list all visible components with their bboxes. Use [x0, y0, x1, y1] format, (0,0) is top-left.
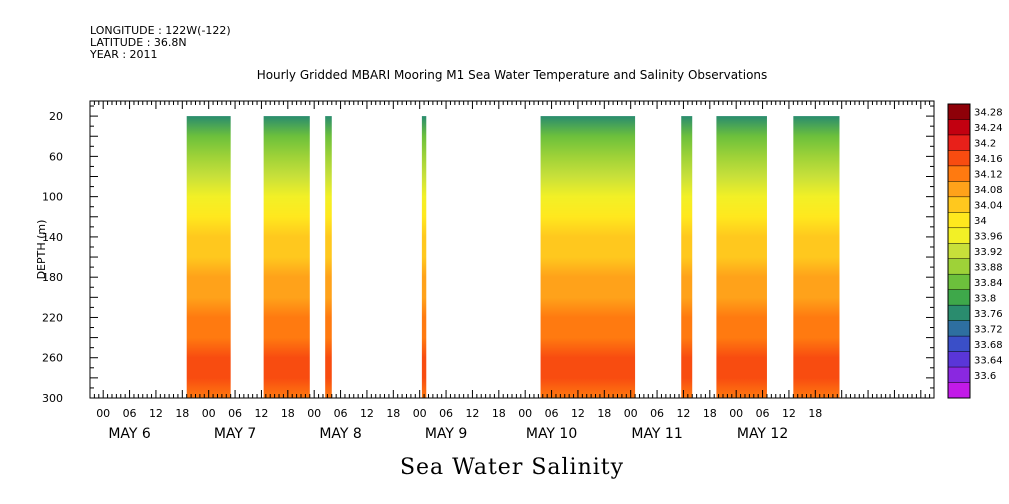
x-tick-label: 12	[782, 407, 796, 420]
colorbar-label: 33.68	[974, 340, 1003, 351]
colorbar-label: 34.12	[974, 170, 1003, 181]
x-tick-label: 18	[175, 407, 189, 420]
colorbar-swatch	[948, 382, 970, 399]
colorbar-swatch	[948, 227, 970, 244]
colorbar-frame	[947, 103, 971, 399]
y-axis-title: DEPTH (m)	[35, 220, 48, 280]
colorbar-label: 33.96	[974, 232, 1003, 243]
colorbar-swatch	[948, 119, 970, 136]
colorbar-swatch	[948, 165, 970, 182]
y-tick-label: 180	[42, 271, 63, 284]
colorbar-swatch	[948, 104, 970, 120]
x-tick-label: 06	[756, 407, 770, 420]
data-block-7	[716, 116, 767, 399]
colorbar-label: 33.84	[974, 278, 1003, 289]
colorbar-label: 33.92	[974, 247, 1003, 258]
y-tick-label: 260	[42, 352, 63, 365]
colorbar-swatch	[948, 212, 970, 229]
colorbar-label: 34	[974, 216, 987, 227]
colorbar-label: 34.24	[974, 123, 1003, 134]
colorbar-swatch	[948, 181, 970, 198]
colorbar-swatch	[948, 367, 970, 384]
x-tick-label: 00	[202, 407, 216, 420]
y-tick-label: 60	[49, 150, 63, 163]
colorbar-swatch	[948, 150, 970, 167]
data-block-3	[325, 116, 332, 399]
x-tick-label: 00	[729, 407, 743, 420]
colorbar-label: 34.28	[974, 108, 1003, 119]
x-tick-label: 06	[334, 407, 348, 420]
x-tick-label: 06	[228, 407, 242, 420]
x-tick-label: 12	[149, 407, 163, 420]
colorbar-label: 34.08	[974, 185, 1003, 196]
colorbar-swatch	[948, 320, 970, 337]
x-tick-label: 12	[571, 407, 585, 420]
y-tick-label: 220	[42, 311, 63, 324]
colorbar-swatch	[948, 196, 970, 213]
colorbar-label: 34.16	[974, 154, 1003, 165]
colorbar-swatch	[948, 243, 970, 260]
data-block-5	[540, 116, 636, 399]
colorbar-label: 33.64	[974, 355, 1003, 366]
day-label: MAY 12	[737, 426, 788, 442]
x-tick-label: 12	[360, 407, 374, 420]
x-tick-label: 12	[254, 407, 268, 420]
x-tick-label: 06	[123, 407, 137, 420]
colorbar-label: 33.6	[974, 371, 996, 382]
x-tick-label: 00	[413, 407, 427, 420]
x-tick-label: 00	[307, 407, 321, 420]
x-tick-label: 18	[386, 407, 400, 420]
x-tick-label: 06	[439, 407, 453, 420]
data-block-2	[263, 116, 310, 399]
colorbar-swatch	[948, 305, 970, 322]
x-tick-label: 12	[465, 407, 479, 420]
year-label: YEAR : 2011	[90, 48, 158, 61]
colorbar-swatch	[948, 258, 970, 275]
day-label: MAY 10	[526, 426, 577, 442]
x-tick-label: 18	[492, 407, 506, 420]
colorbar-swatch	[948, 336, 970, 353]
x-tick-label: 06	[650, 407, 664, 420]
day-label: MAY 6	[108, 426, 151, 442]
colorbar-label: 33.72	[974, 324, 1003, 335]
colorbar-swatch	[948, 274, 970, 291]
colorbar-label: 33.88	[974, 262, 1003, 273]
longitude-label: LONGITUDE : 122W(-122)	[90, 24, 231, 37]
x-tick-label: 06	[545, 407, 559, 420]
x-tick-label: 18	[281, 407, 295, 420]
chart-title: Hourly Gridded MBARI Mooring M1 Sea Wate…	[256, 68, 768, 82]
day-label: MAY 9	[425, 426, 467, 442]
y-tick-label: 140	[42, 231, 63, 244]
variable-name: Sea Water Salinity	[399, 455, 625, 480]
latitude-label: LATITUDE : 36.8N	[90, 36, 187, 49]
data-block-8	[793, 116, 840, 399]
x-tick-label: 18	[597, 407, 611, 420]
data-block-1	[186, 116, 231, 399]
colorbar-label: 33.76	[974, 309, 1003, 320]
x-tick-label: 12	[676, 407, 690, 420]
x-tick-label: 00	[518, 407, 532, 420]
data-block-6	[681, 116, 693, 399]
colorbar-swatch	[948, 351, 970, 368]
day-label: MAY 7	[214, 426, 256, 442]
day-label: MAY 11	[631, 426, 682, 442]
colorbar-swatch	[948, 289, 970, 306]
x-tick-label: 00	[624, 407, 638, 420]
colorbar-label: 34.04	[974, 201, 1003, 212]
colorbar-swatch	[948, 134, 970, 151]
data-block-4	[421, 116, 427, 399]
colorbar-label: 34.2	[974, 139, 996, 150]
x-tick-label: 18	[808, 407, 822, 420]
y-tick-label: 20	[49, 110, 63, 123]
x-tick-label: 00	[96, 407, 110, 420]
day-label: MAY 8	[319, 426, 361, 442]
x-tick-label: 18	[703, 407, 717, 420]
y-tick-label: 100	[42, 191, 63, 204]
colorbar-label: 33.8	[974, 293, 996, 304]
y-tick-label: 300	[42, 392, 63, 405]
